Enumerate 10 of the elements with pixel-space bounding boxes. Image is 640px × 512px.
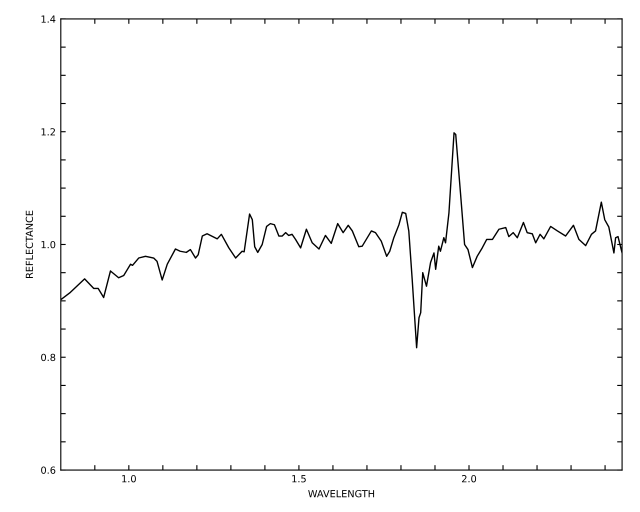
x-tick-label: 1.5 <box>292 475 306 482</box>
x-axis-title: WAVELENGTH <box>308 490 374 498</box>
x-tick-label: 2.0 <box>462 475 476 482</box>
y-tick-label: 1.4 <box>42 16 56 23</box>
y-tick-label: 0.8 <box>41 354 56 362</box>
y-axis-title: REFLECTANCE <box>26 210 34 278</box>
x-tick-label: 1.0 <box>122 475 136 482</box>
y-tick-label: 1.0 <box>42 240 56 248</box>
y-tick-label: 1.2 <box>42 128 55 136</box>
y-tick-label: 0.6 <box>41 466 56 474</box>
